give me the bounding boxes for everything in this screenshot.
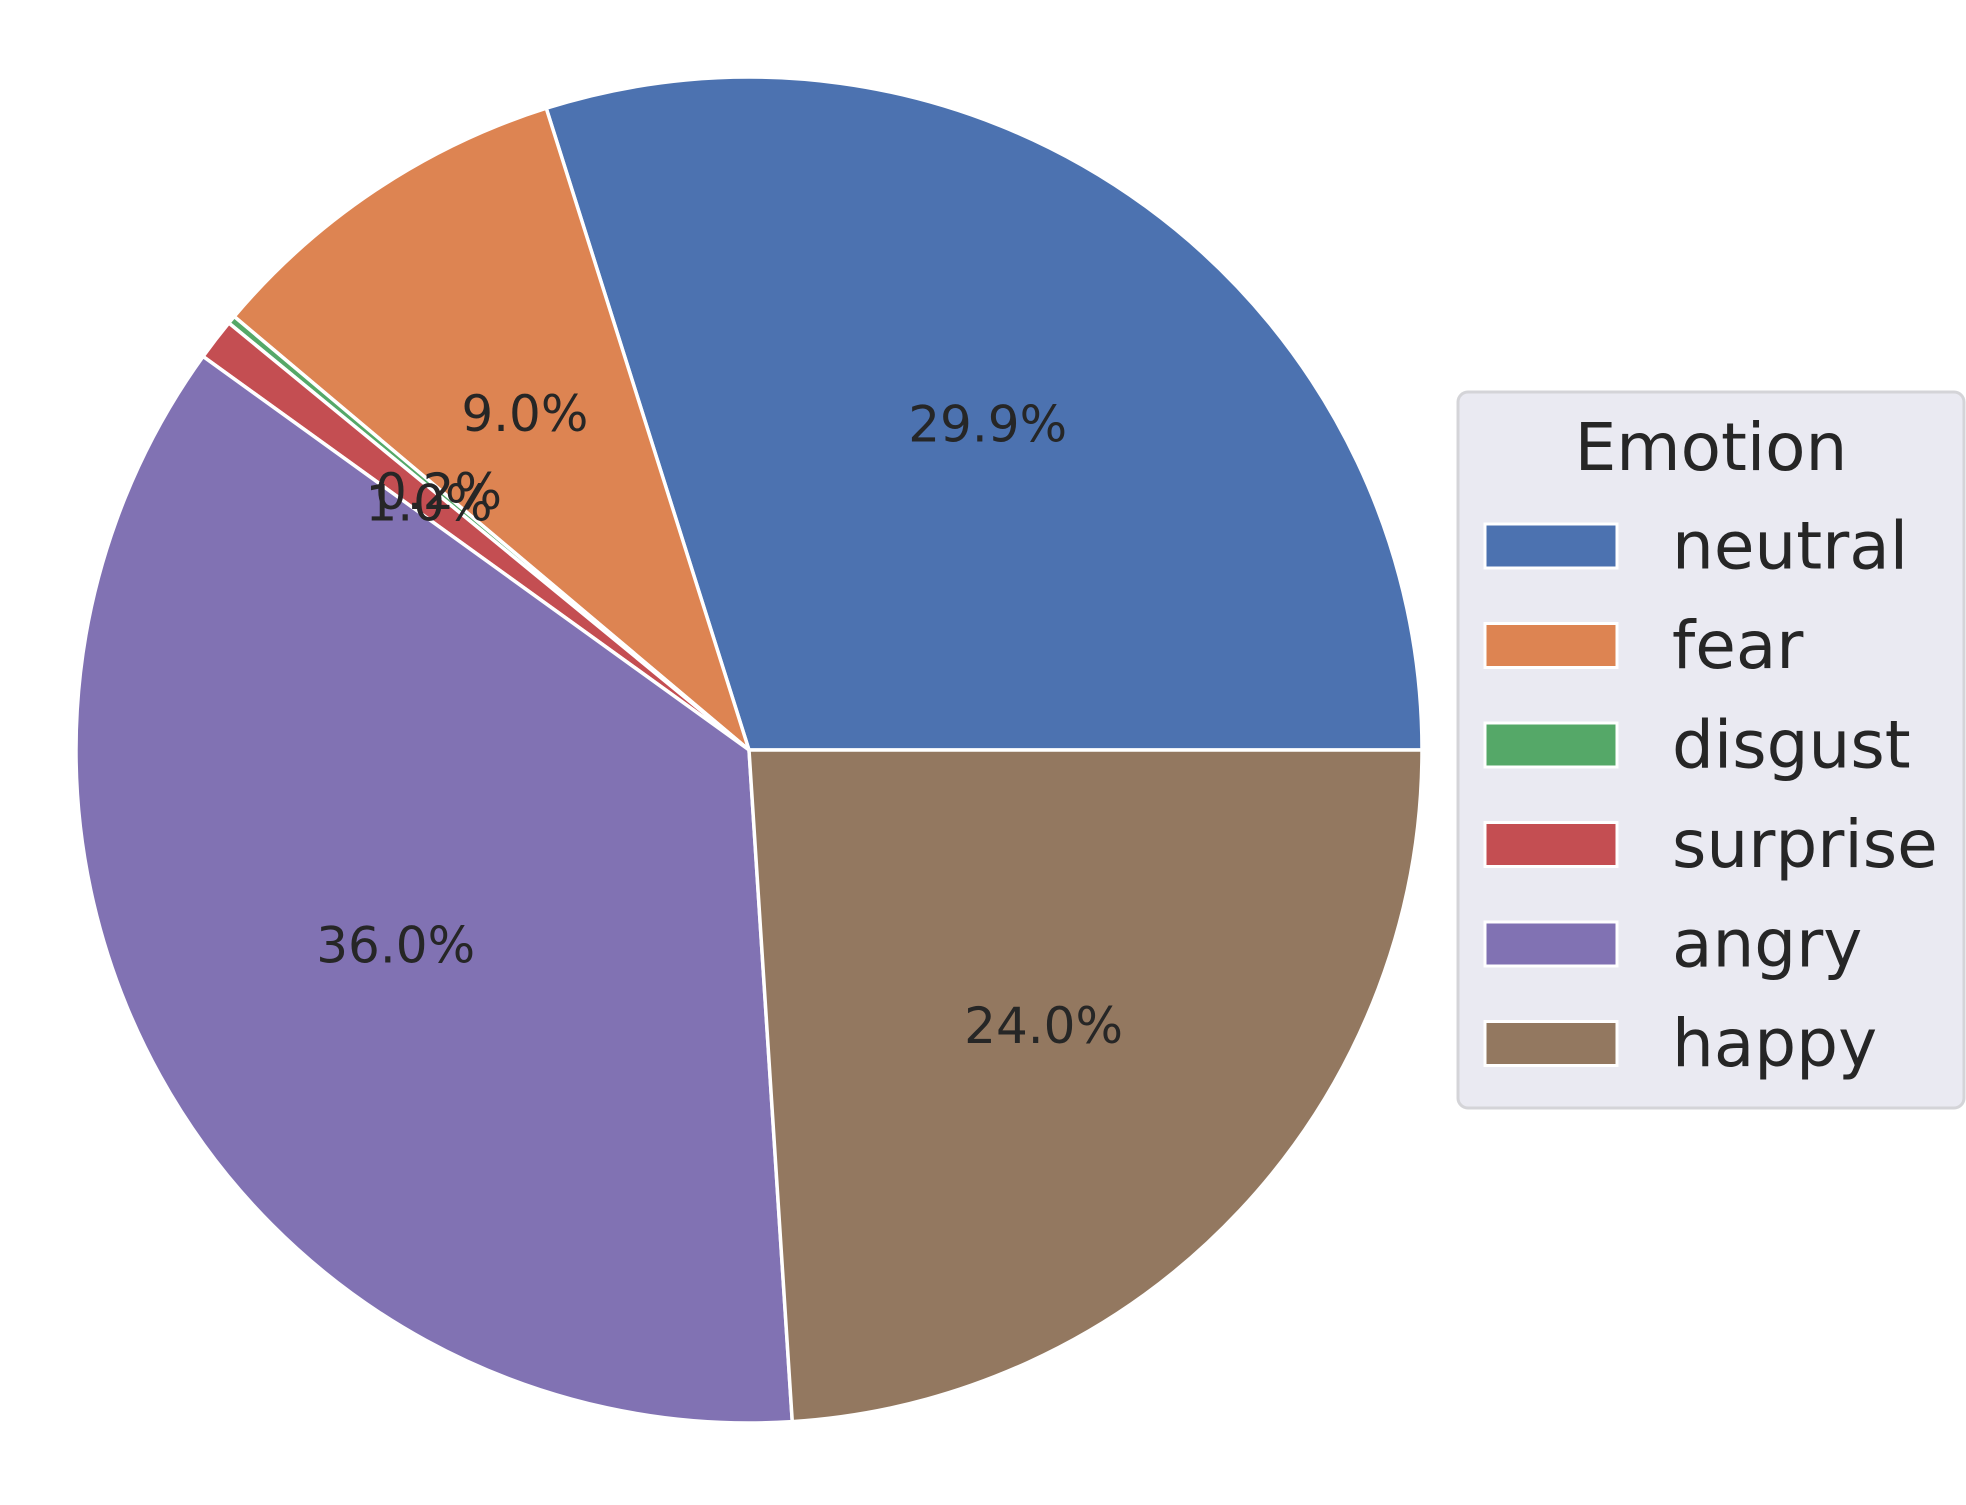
- legend-swatch-disgust: [1483, 721, 1619, 769]
- pie-slice-neutral: [544, 75, 1424, 752]
- legend-item-fear: fear: [1483, 607, 1804, 684]
- pie-slice-angry: [74, 354, 795, 1425]
- legend-item-happy: happy: [1483, 1005, 1877, 1082]
- legend-items: neutral fear disgust surprise angry happy: [1483, 508, 1938, 1082]
- pie-slice-happy: [747, 748, 1424, 1424]
- legend-swatch-angry: [1483, 920, 1619, 968]
- legend-item-neutral: neutral: [1483, 508, 1908, 585]
- legend-label-angry: angry: [1672, 906, 1862, 983]
- legend-label-fear: fear: [1672, 607, 1804, 684]
- legend-item-angry: angry: [1483, 906, 1862, 983]
- legend-label-neutral: neutral: [1672, 508, 1908, 585]
- legend-label-surprise: surprise: [1672, 806, 1938, 883]
- pie-percent-label-happy: 24.0%: [964, 997, 1123, 1055]
- legend-title: Emotion: [1575, 409, 1848, 486]
- legend-swatch-surprise: [1483, 821, 1619, 868]
- pie-slice-fear: [232, 106, 751, 752]
- pie-percent-label-disgust: 0.2%: [375, 463, 502, 521]
- legend-swatch-neutral: [1483, 522, 1619, 570]
- legend-item-surprise: surprise: [1483, 806, 1938, 883]
- pie-slices: [74, 75, 1424, 1425]
- legend-item-disgust: disgust: [1483, 707, 1911, 784]
- pie-percent-label-fear: 9.0%: [461, 385, 588, 443]
- legend-swatch-fear: [1483, 622, 1619, 669]
- pie-percent-labels: 29.9% 9.0% 0.2%1.0% 36.0% 24.0%: [316, 385, 1123, 1055]
- pie-percent-label-angry: 36.0%: [316, 916, 475, 974]
- pie-percent-label-surprise: 1.0%: [365, 475, 492, 533]
- pie-percent-label-neutral: 29.9%: [908, 395, 1067, 453]
- legend-swatch-happy: [1483, 1020, 1619, 1067]
- legend-label-disgust: disgust: [1672, 707, 1911, 784]
- legend-label-happy: happy: [1672, 1005, 1877, 1082]
- legend: Emotion neutral fear disgust surprise angry h…: [1456, 390, 1966, 1110]
